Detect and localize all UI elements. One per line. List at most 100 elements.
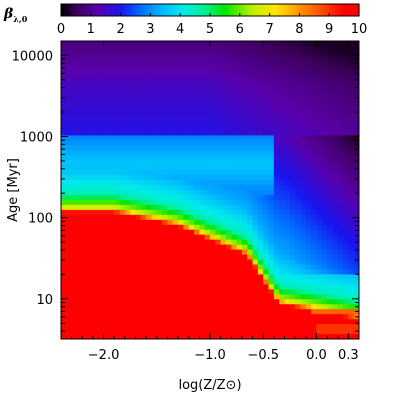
heatmap-cell	[225, 41, 232, 47]
heatmap-cell	[300, 194, 307, 201]
heatmap-cell	[135, 170, 142, 176]
heatmap-cell	[103, 224, 110, 231]
heatmap-cell	[108, 85, 115, 92]
heatmap-cell	[87, 70, 94, 77]
heatmap-cell	[316, 254, 323, 261]
heatmap-cell	[305, 70, 312, 77]
heatmap-cell	[225, 194, 232, 201]
heatmap-cell	[119, 309, 126, 315]
heatmap-cell	[236, 60, 243, 67]
heatmap-cell	[225, 60, 232, 67]
heatmap-cell	[247, 259, 254, 265]
heatmap-cell	[279, 259, 285, 265]
heatmap-cell	[188, 319, 195, 325]
heatmap-cell	[162, 185, 168, 191]
heatmap-cell	[348, 314, 355, 320]
heatmap-cell	[103, 324, 110, 330]
heatmap-cell	[108, 45, 115, 52]
heatmap-cell	[188, 55, 195, 62]
heatmap-cell	[273, 190, 280, 196]
heatmap-cell	[263, 244, 270, 251]
colorbar-strip	[302, 4, 306, 16]
heatmap-cell	[178, 120, 184, 126]
heatmap-cell	[162, 55, 168, 62]
heatmap-cell	[124, 90, 131, 97]
heatmap-cell	[268, 234, 275, 241]
heatmap-cell	[295, 204, 301, 211]
heatmap-cell	[289, 140, 296, 146]
heatmap-cell	[167, 299, 174, 305]
heatmap-cell	[295, 299, 301, 305]
heatmap-cell	[188, 274, 195, 280]
heatmap-cell	[92, 45, 99, 52]
heatmap-cell	[353, 334, 360, 340]
heatmap-cell	[300, 65, 307, 72]
heatmap-cell	[279, 329, 285, 335]
heatmap-cell	[156, 249, 163, 256]
heatmap-cell	[82, 170, 89, 176]
heatmap-cell	[305, 274, 312, 280]
heatmap-cell	[210, 115, 216, 121]
heatmap-cell	[135, 140, 142, 146]
heatmap-cell	[284, 175, 291, 181]
heatmap-cell	[332, 105, 339, 112]
heatmap-cell	[92, 90, 99, 97]
heatmap-cell	[295, 130, 301, 136]
heatmap-cell	[300, 294, 307, 300]
heatmap-cell	[289, 110, 296, 116]
heatmap-cell	[305, 289, 312, 295]
heatmap-cell	[210, 80, 216, 87]
heatmap-cell	[119, 264, 126, 270]
heatmap-cell	[92, 185, 99, 191]
heatmap-cell	[119, 130, 126, 136]
heatmap-cell	[295, 199, 301, 206]
heatmap-cell	[321, 274, 328, 280]
heatmap-cell	[252, 269, 259, 275]
heatmap-cell	[327, 110, 333, 116]
heatmap-cell	[103, 209, 110, 216]
heatmap-cell	[98, 135, 105, 141]
heatmap-cell	[263, 214, 270, 221]
heatmap-cell	[98, 155, 105, 161]
heatmap-cell	[225, 214, 232, 221]
heatmap-cell	[348, 100, 355, 107]
heatmap-cell	[172, 329, 179, 335]
heatmap-cell	[247, 254, 254, 261]
heatmap-cell	[284, 254, 291, 261]
heatmap-cell	[178, 65, 184, 72]
heatmap-cell	[188, 75, 195, 82]
heatmap-cell	[87, 199, 94, 206]
heatmap-cell	[108, 175, 115, 181]
heatmap-cell	[225, 90, 232, 97]
heatmap-cell	[151, 224, 158, 231]
heatmap-cell	[231, 299, 238, 305]
heatmap-cell	[231, 80, 238, 87]
heatmap-cell	[316, 115, 323, 121]
heatmap-cell	[87, 254, 94, 261]
heatmap-cell	[162, 329, 168, 335]
heatmap-cell	[82, 304, 89, 310]
heatmap-cell	[263, 150, 270, 156]
heatmap-cell	[353, 249, 360, 256]
heatmap-cell	[300, 249, 307, 256]
heatmap-cell	[167, 160, 174, 166]
heatmap-cell	[119, 224, 126, 231]
heatmap-cell	[252, 314, 259, 320]
colorbar-strip	[135, 4, 140, 16]
heatmap-cell	[311, 309, 317, 315]
heatmap-cell	[268, 244, 275, 251]
heatmap-cell	[92, 234, 99, 241]
heatmap-cell	[66, 324, 73, 330]
heatmap-cell	[71, 175, 78, 181]
heatmap-cell	[76, 289, 83, 295]
heatmap-cell	[231, 110, 238, 116]
heatmap-cell	[252, 209, 259, 216]
heatmap-cell	[284, 170, 291, 176]
heatmap-cell	[87, 145, 94, 151]
colorbar-strip	[356, 4, 360, 16]
heatmap-cell	[220, 309, 227, 315]
heatmap-cell	[268, 110, 275, 116]
heatmap-cell	[241, 264, 248, 270]
heatmap-cell	[268, 314, 275, 320]
heatmap-cell	[231, 60, 238, 67]
